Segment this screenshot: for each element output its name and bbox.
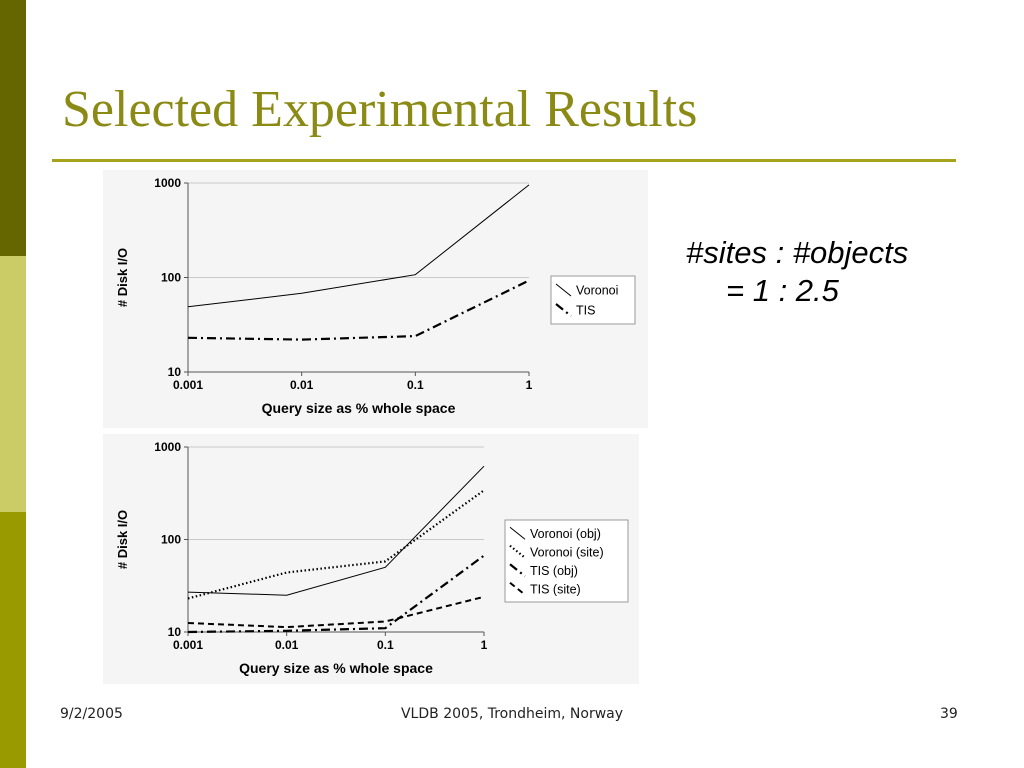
sidebar-decoration (0, 0, 26, 768)
legend-label: TIS (site) (530, 582, 581, 596)
chart-panel-bottom: 10 100 1000 0.001 0.01 0.1 1 Query size as % wh… (103, 434, 639, 684)
x-tick-label: 0.01 (290, 378, 314, 392)
legend-label: Voronoi (obj) (530, 527, 601, 541)
chart-panel-top: 10 100 1000 0.001 0.01 0.1 1 Query size as % wh… (103, 170, 648, 428)
x-tick-label: 0.001 (173, 638, 203, 652)
legend-label: Voronoi (site) (530, 545, 604, 559)
sidebar-band-olive (0, 512, 26, 768)
legend-box (550, 275, 636, 325)
legend-swatch (555, 303, 572, 317)
legend-label: TIS (576, 304, 595, 318)
x-tick-label: 0.1 (407, 378, 424, 392)
chart-top: 10 100 1000 0.001 0.01 0.1 1 Query size as % wh… (115, 176, 636, 416)
y-tick-label: 10 (168, 625, 182, 639)
x-tick-label: 0.1 (377, 638, 394, 652)
ratio-line-1: #sites : #objects (686, 235, 909, 270)
sidebar-band-dark (0, 0, 26, 256)
legend-swatch (509, 581, 526, 596)
y-tick-label: 100 (161, 271, 181, 285)
x-axis-label: Query size as % whole space (239, 660, 433, 676)
slide-title: Selected Experimental Results (62, 81, 698, 138)
x-tick-label: 1 (481, 638, 488, 652)
series-line (187, 465, 485, 596)
legend-label: Voronoi (576, 284, 618, 298)
ratio-line-2: = 1 : 2.5 (726, 273, 839, 308)
legend-box (504, 519, 629, 603)
y-tick-label: 10 (168, 365, 182, 379)
y-axis-label: # Disk I/O (115, 510, 130, 569)
legend-swatch (555, 283, 572, 297)
footer-page-number: 39 (940, 706, 958, 722)
legend-label: TIS (obj) (530, 564, 578, 578)
legend-swatch (509, 563, 526, 578)
series-line (187, 184, 530, 308)
y-tick-label: 100 (161, 533, 181, 547)
sidebar-band-light (0, 256, 26, 512)
chart-bottom: 10 100 1000 0.001 0.01 0.1 1 Query size as % wh… (115, 440, 629, 676)
x-axis-label: Query size as % whole space (262, 400, 456, 416)
y-tick-label: 1000 (154, 440, 181, 454)
sites-objects-ratio: #sites : #objects = 1 : 2.5 (686, 234, 908, 310)
footer-venue: VLDB 2005, Trondheim, Norway (400, 706, 624, 722)
x-tick-label: 0.01 (275, 638, 299, 652)
series-line (187, 595, 485, 629)
legend-swatch (509, 544, 526, 559)
footer-date: 9/2/2005 (60, 706, 123, 722)
legend-swatch (509, 526, 526, 540)
y-tick-label: 1000 (154, 176, 181, 190)
x-tick-label: 1 (526, 378, 533, 392)
x-tick-label: 0.001 (173, 378, 203, 392)
y-axis-label: # Disk I/O (115, 248, 130, 307)
series-line (187, 279, 530, 341)
series-line (187, 489, 485, 600)
title-underline (52, 159, 956, 162)
